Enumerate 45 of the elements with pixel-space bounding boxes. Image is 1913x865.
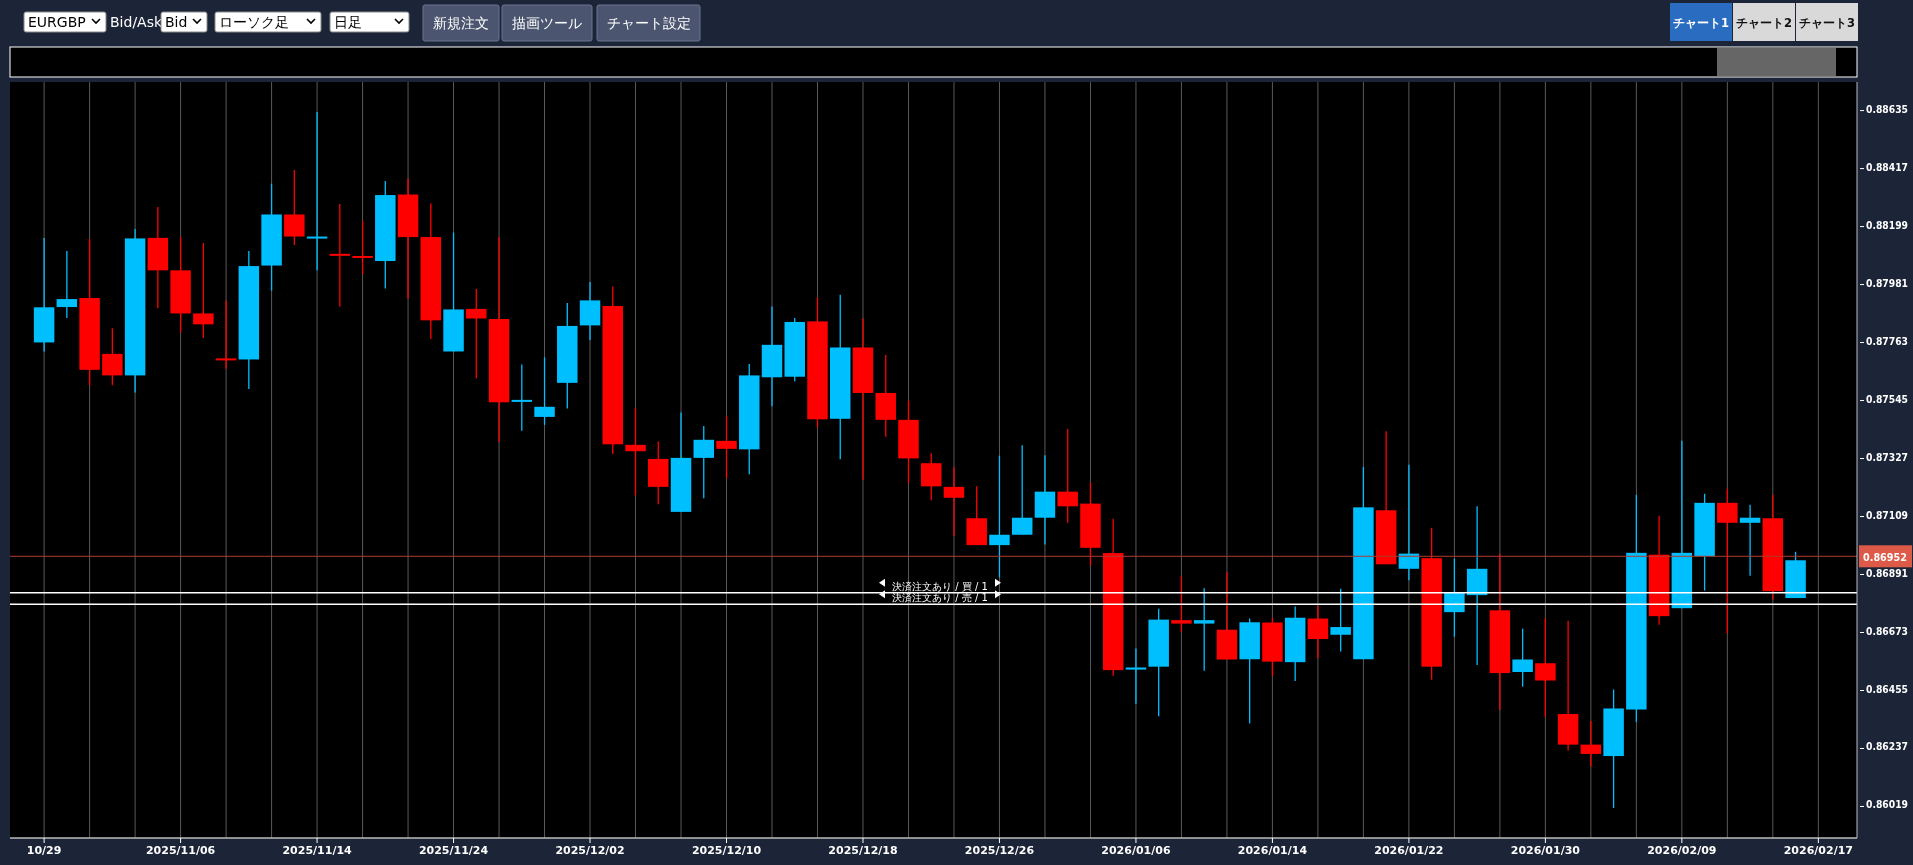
y-tick-label: 0.87981 (1866, 276, 1913, 290)
y-tick-label: 0.88635 (1866, 102, 1913, 116)
toolbar: EURGBP Bid/Ask Bid ローソク足 日足 新規注文 描画ツール チャート設定 チャート1 チャート2 チャート3 (23, 3, 1858, 42)
y-tick-label: 0.86673 (1866, 624, 1913, 638)
x-tick-label: 2026/02/17 (1783, 844, 1853, 857)
y-tick-label: 0.88199 (1866, 218, 1913, 232)
y-tick-label: 0.86891 (1866, 566, 1913, 580)
x-tick-label: 2026/01/14 (1237, 844, 1308, 857)
y-tick-label: 0.87327 (1866, 450, 1913, 464)
ref-line-label: 決済注文あり / 売 / 1 (892, 592, 988, 604)
select: Bid (160, 11, 208, 33)
x-tick-label: 10/29 (26, 844, 62, 857)
button: チャート設定 (596, 4, 701, 42)
y-tick-label: 0.87109 (1866, 508, 1913, 522)
tab: チャート3 (1796, 3, 1858, 41)
button: 新規注文 (422, 4, 500, 42)
y-tick-label: 0.86455 (1866, 682, 1913, 696)
y-tick-label: 0.87545 (1866, 392, 1913, 406)
tab: チャート1 (1670, 3, 1732, 41)
x-tick-label: 2025/12/26 (964, 844, 1035, 857)
y-tick-label: 0.88417 (1866, 160, 1913, 174)
x-tick-label: 2026/01/22 (1374, 844, 1444, 857)
ref-line-label: 0.86952 (1863, 551, 1913, 565)
chart-title: EURGBP (28, 14, 86, 30)
x-tick-label: 2025/11/24 (418, 844, 489, 857)
y-tick-label: 0.87763 (1866, 334, 1913, 348)
ref-line: 決済注文あり / 売 / 1 (9, 592, 1858, 605)
tab: チャート2 (1733, 3, 1795, 41)
x-tick-label: 2026/01/30 (1510, 844, 1581, 857)
x-tick-label: 2025/12/10 (691, 844, 762, 857)
x-tick-label: 2025/12/18 (828, 844, 898, 857)
ref-line: 決済注文あり / 買 / 1 (9, 580, 1858, 594)
y-tick-label: 0.86237 (1866, 740, 1913, 754)
select: 日足 (329, 11, 410, 33)
y-tick-label: 0.86019 (1866, 798, 1913, 812)
x-tick-label: 2025/11/14 (282, 844, 353, 857)
button: 描画ツール (501, 4, 593, 42)
x-tick-label: 2026/02/09 (1647, 844, 1717, 857)
ref-line-label: 決済注文あり / 買 / 1 (892, 580, 988, 592)
x-tick-label: 2026/01/06 (1101, 844, 1171, 857)
ref-line: 0.86952 (9, 545, 1913, 568)
x-tick-label: 2025/12/02 (555, 844, 625, 857)
select: ローソク足 (214, 11, 322, 33)
select: EURGBP (23, 11, 107, 33)
x-tick-label: 2025/11/06 (145, 844, 216, 857)
